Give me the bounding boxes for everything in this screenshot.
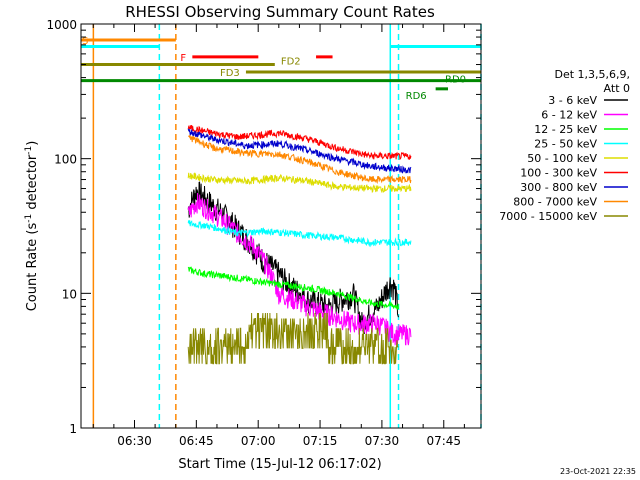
legend-header: Det 1,3,5,6,9, — [554, 68, 630, 81]
legend-entry: 3 - 6 keV — [548, 94, 597, 107]
series-line — [187, 135, 412, 184]
legend-entry: 50 - 100 keV — [527, 152, 597, 165]
footer-date: 23-Oct-2021 22:35 — [560, 467, 636, 476]
series-line — [187, 128, 412, 174]
legend-header: Att 0 — [604, 82, 630, 95]
x-tick-label: 07:45 — [426, 434, 461, 448]
flag-label: FD2 — [281, 57, 301, 68]
x-axis-label: Start Time (15-Jul-12 06:17:02) — [178, 457, 381, 472]
flag-label: FD3 — [220, 68, 240, 79]
flag-label: F — [180, 53, 186, 64]
series-line — [187, 171, 412, 194]
plot-frame — [80, 23, 482, 429]
y-tick-label: 100 — [54, 153, 77, 167]
legend: Det 1,3,5,6,9,Att 0 3 - 6 keV 6 - 12 keV12… — [499, 68, 630, 223]
flag-label: RD0 — [445, 75, 466, 86]
x-tick-label: 06:45 — [179, 434, 214, 448]
legend-entry: 12 - 25 keV — [534, 123, 597, 136]
x-tick-label: 07:15 — [303, 434, 338, 448]
y-axis-label: Count Rate (s-1 detector-1) — [24, 141, 40, 312]
legend-entry: 7000 - 15000 keV — [499, 210, 597, 223]
legend-entry: 100 - 300 keV — [520, 167, 597, 180]
y-tick-label: 1000 — [46, 18, 77, 32]
chart-title: RHESSI Observing Summary Count Rates — [125, 3, 435, 21]
series-line — [187, 312, 399, 365]
flag-label: S — [82, 36, 88, 47]
x-tick-label: 06:30 — [117, 434, 152, 448]
series-line — [187, 220, 412, 248]
legend-entry: 300 - 800 keV — [520, 181, 597, 194]
series-line — [187, 266, 399, 311]
y-tick-label: 10 — [62, 287, 77, 301]
series-line — [187, 192, 412, 346]
x-tick-label: 07:30 — [365, 434, 400, 448]
legend-entry: 6 - 12 keV — [541, 109, 597, 122]
y-tick-label: 1 — [69, 422, 77, 436]
series-line — [187, 124, 412, 161]
legend-entry: 25 - 50 keV — [534, 138, 597, 151]
flag-label: RD6 — [406, 91, 427, 102]
legend-entry: 800 - 7000 keV — [513, 196, 597, 209]
x-tick-label: 07:00 — [241, 434, 276, 448]
